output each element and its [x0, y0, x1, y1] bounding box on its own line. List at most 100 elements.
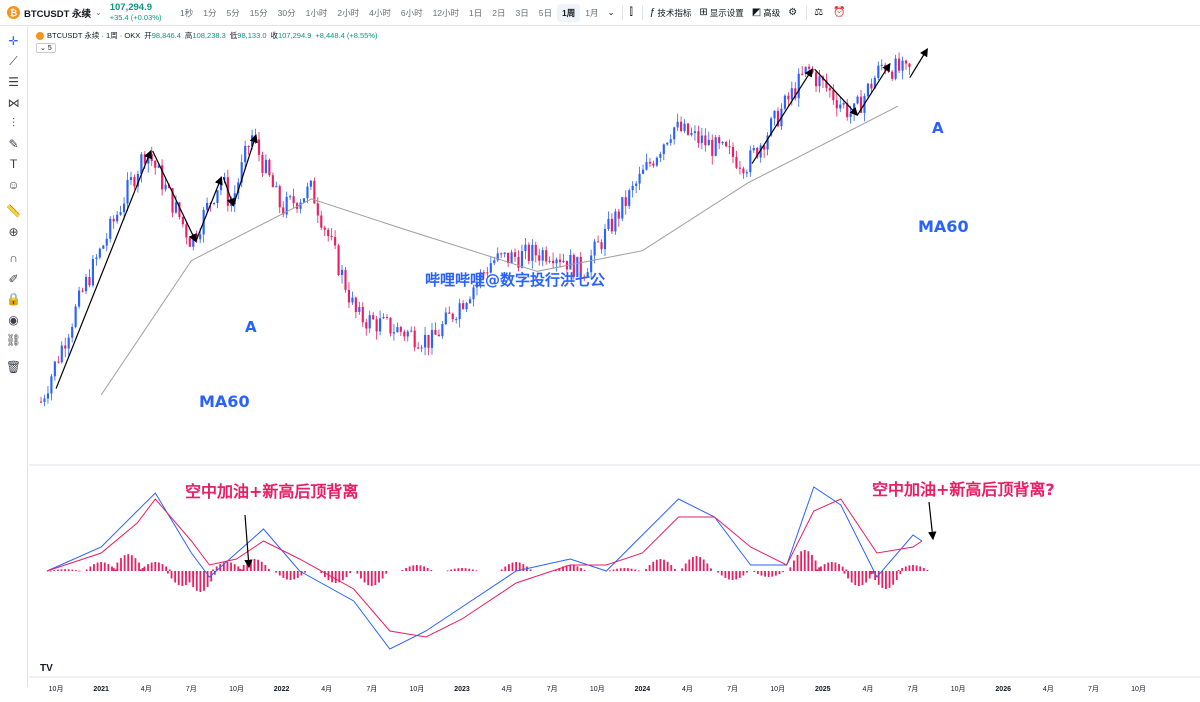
interval-4小时[interactable]: 4小时 [369, 7, 391, 18]
x-axis-tick-label: 4月 [682, 685, 693, 693]
alert-button[interactable]: ⏰ [829, 4, 851, 22]
macd-histogram-bar [134, 558, 137, 571]
top-toolbar: ₿ BTCUSDT 永续 ⌄ 107,294.9 +35.4 (+0.03%) … [0, 0, 1200, 26]
candle-body [451, 313, 454, 320]
interval-1小时[interactable]: 1小时 [305, 7, 328, 18]
candle-body [725, 142, 728, 147]
zoom-in-icon[interactable]: ⊕ [8, 224, 19, 239]
macd-histogram-bar [576, 566, 579, 571]
candle-body [206, 202, 209, 210]
candle-body [593, 241, 596, 256]
candle-body [524, 244, 527, 252]
interval-15分[interactable]: 15分 [249, 7, 268, 18]
candle-body [285, 196, 288, 215]
eye-icon[interactable]: ◉ [8, 312, 19, 327]
horizontal-lines-icon[interactable]: ☰ [8, 75, 19, 89]
lock-icon[interactable]: 🔒 [6, 292, 21, 306]
candle-body [71, 326, 74, 338]
candle-body [347, 289, 351, 303]
candle-body [870, 83, 873, 89]
candle-body [901, 60, 904, 71]
candle-body [78, 290, 81, 307]
candle-body [119, 212, 122, 215]
trend-line-icon[interactable]: ⟋ [9, 54, 18, 68]
macd-histogram-bar [901, 568, 904, 571]
indicator-collapse-button[interactable]: ⌄ 5 [36, 43, 56, 53]
candle-body [839, 104, 842, 109]
magnet-icon[interactable]: ∩ [9, 251, 18, 265]
macd-histogram-bar [583, 569, 586, 571]
emoji-icon[interactable]: ☺ [7, 177, 20, 192]
candle-body [129, 177, 133, 181]
interval-1月[interactable]: 1月 [585, 7, 599, 18]
interval-2小时[interactable]: 2小时 [337, 7, 360, 18]
draw-lock-icon[interactable]: ✐ [8, 271, 19, 286]
interval-30分[interactable]: 30分 [277, 7, 296, 18]
candle-body [361, 306, 364, 323]
symbol-name[interactable]: BTCUSDT 永续 [24, 8, 92, 20]
candle-body [583, 276, 586, 278]
settings-button[interactable]: ⚙ [784, 4, 803, 22]
candle-body [520, 251, 524, 268]
chart-type-button[interactable]: ⫿ [626, 4, 639, 22]
trash-icon[interactable]: 🗑 [5, 359, 22, 374]
interval-5日[interactable]: 5日 [538, 7, 552, 18]
interval-1分[interactable]: 1分 [203, 7, 217, 18]
compare-button[interactable]: ⚖ [810, 4, 829, 22]
candle-body [389, 317, 392, 334]
candle-body [396, 327, 399, 333]
candle-body [517, 256, 520, 268]
chevron-down-icon[interactable]: ⌄ [95, 8, 102, 17]
candle-body [81, 290, 84, 292]
interval-3日[interactable]: 3日 [515, 7, 529, 18]
candle-body [898, 58, 901, 71]
candle-body [133, 177, 136, 187]
fib-retracement-icon[interactable]: ⫶ [11, 115, 15, 130]
candle-body [282, 207, 285, 215]
candle-body [711, 139, 714, 156]
interval-1周[interactable]: 1周 [556, 3, 581, 22]
candle-body [510, 252, 513, 264]
chart-canvas[interactable]: A MA60 哔哩哔哩@数字投行洪七公 MA60 A 空中加油+新高后顶背离 空中加油+新高… [29, 27, 1200, 702]
pattern-icon[interactable]: ⋈ [7, 95, 20, 110]
price-annotation: MA60 [199, 392, 250, 411]
macd-histogram-bar [246, 561, 249, 571]
macd-histogram-bar [666, 561, 669, 571]
interval-5分[interactable]: 5分 [226, 7, 240, 18]
display-settings-button[interactable]: ⊞ 显示设置 [695, 4, 747, 22]
candle-body [306, 186, 309, 199]
interval-6小时[interactable]: 6小时 [400, 7, 423, 18]
display-settings-label: 显示设置 [709, 7, 744, 18]
candle-body [465, 303, 468, 310]
interval-2日[interactable]: 2日 [492, 7, 506, 18]
crosshair-icon[interactable]: ✛ [8, 34, 19, 48]
candle-body [635, 183, 638, 186]
macd-histogram-bar [327, 571, 330, 581]
macd-histogram-bar [157, 562, 160, 571]
macd-histogram-bar [222, 562, 225, 571]
text-icon[interactable]: T [9, 157, 18, 171]
interval-12小时[interactable]: 12小时 [432, 7, 460, 18]
x-axis-tick-label: 10月 [409, 685, 424, 693]
candle-body [666, 142, 669, 145]
candle-body [354, 297, 357, 312]
macd-histogram-bar [717, 571, 720, 573]
candle-body [749, 150, 752, 173]
brush-icon[interactable]: ✎ [8, 136, 19, 151]
interval-1秒[interactable]: 1秒 [180, 7, 194, 18]
interval-1日[interactable]: 1日 [469, 7, 483, 18]
interval-dropdown-button[interactable]: ⌄ [607, 7, 615, 17]
indicators-button[interactable]: ƒ 技术指标 [646, 4, 696, 22]
candle-body [873, 77, 876, 89]
link-icon[interactable]: ⛓ [5, 333, 22, 347]
symbol-area[interactable]: ₿ BTCUSDT 永续 ⌄ 107,294.9 +35.4 (+0.03%) [0, 0, 175, 26]
advanced-button[interactable]: ◩ 高级 [748, 4, 784, 22]
swing-arrow [152, 150, 197, 243]
candle-body [600, 242, 603, 250]
ruler-icon[interactable]: 📏 [6, 204, 21, 218]
indicator-row[interactable]: ⌄ 5 [36, 43, 60, 53]
x-axis-tick-label: 10月 [49, 685, 64, 693]
candle-body [365, 322, 368, 329]
macd-histogram-bar [655, 559, 658, 571]
candle-body [212, 202, 216, 204]
